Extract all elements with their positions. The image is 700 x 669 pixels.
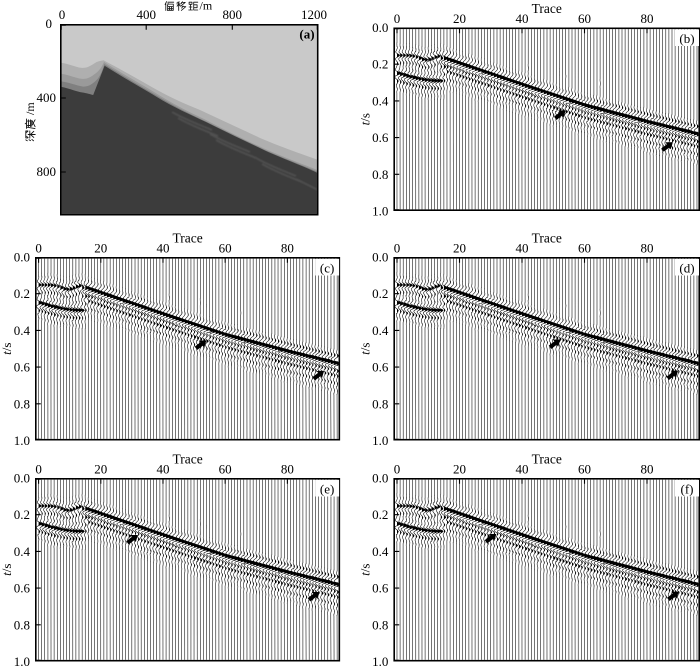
svg-text:0.0: 0.0 — [372, 471, 388, 486]
svg-text:1.0: 1.0 — [14, 433, 30, 448]
svg-text:40: 40 — [156, 462, 169, 477]
svg-text:0.8: 0.8 — [14, 617, 30, 632]
svg-text:(a): (a) — [299, 27, 314, 42]
svg-text:0.6: 0.6 — [372, 360, 389, 375]
svg-text:0: 0 — [394, 462, 401, 477]
svg-text:0.6: 0.6 — [372, 581, 389, 596]
svg-text:0.4: 0.4 — [14, 323, 31, 338]
svg-text:/m: /m — [200, 0, 213, 13]
svg-text:1200: 1200 — [301, 7, 327, 22]
svg-text:20: 20 — [453, 462, 466, 477]
svg-text:0: 0 — [35, 462, 42, 477]
svg-text:t/s: t/s — [357, 564, 372, 576]
svg-text:60: 60 — [219, 241, 232, 256]
svg-text:Trace: Trace — [532, 1, 562, 16]
svg-text:60: 60 — [578, 11, 591, 26]
svg-text:0: 0 — [394, 241, 401, 256]
svg-text:0.2: 0.2 — [372, 507, 388, 522]
svg-text:t/s: t/s — [357, 113, 372, 125]
svg-text:80: 80 — [281, 462, 294, 477]
svg-text:60: 60 — [578, 241, 591, 256]
svg-text:80: 80 — [281, 241, 294, 256]
svg-text:400: 400 — [37, 90, 57, 105]
svg-text:60: 60 — [578, 462, 591, 477]
svg-text:0.0: 0.0 — [14, 250, 30, 265]
svg-text:0: 0 — [35, 241, 42, 256]
svg-text:(c): (c) — [320, 261, 334, 276]
svg-text:/m: /m — [23, 102, 37, 115]
svg-text:0.0: 0.0 — [372, 20, 388, 35]
svg-text:0.4: 0.4 — [14, 544, 31, 559]
svg-text:t/s: t/s — [0, 343, 14, 355]
svg-text:t/s: t/s — [357, 343, 372, 355]
svg-text:40: 40 — [156, 241, 169, 256]
svg-text:0.8: 0.8 — [372, 167, 388, 182]
svg-text:60: 60 — [219, 462, 232, 477]
svg-text:0.0: 0.0 — [372, 250, 388, 265]
svg-text:20: 20 — [94, 462, 107, 477]
svg-text:0.6: 0.6 — [372, 130, 389, 145]
svg-text:0.6: 0.6 — [14, 360, 31, 375]
svg-text:(d): (d) — [679, 261, 694, 276]
svg-text:20: 20 — [94, 241, 107, 256]
svg-text:0: 0 — [394, 11, 401, 26]
svg-text:Trace: Trace — [532, 231, 562, 246]
svg-text:0.4: 0.4 — [372, 93, 389, 108]
svg-text:0.6: 0.6 — [14, 581, 31, 596]
svg-text:80: 80 — [641, 462, 654, 477]
svg-text:0.8: 0.8 — [372, 396, 388, 411]
svg-text:1.0: 1.0 — [372, 654, 388, 669]
svg-text:0.2: 0.2 — [14, 507, 30, 522]
svg-text:0.2: 0.2 — [14, 286, 30, 301]
svg-text:0.2: 0.2 — [372, 286, 388, 301]
svg-text:80: 80 — [641, 11, 654, 26]
svg-text:Trace: Trace — [172, 452, 202, 467]
svg-text:0: 0 — [59, 7, 66, 22]
svg-text:0.8: 0.8 — [372, 617, 388, 632]
svg-text:0: 0 — [46, 16, 53, 31]
svg-text:(e): (e) — [320, 482, 334, 497]
svg-text:0.4: 0.4 — [372, 323, 389, 338]
svg-text:1.0: 1.0 — [372, 433, 388, 448]
svg-text:0.4: 0.4 — [372, 544, 389, 559]
svg-text:800: 800 — [37, 164, 57, 179]
svg-text:80: 80 — [641, 241, 654, 256]
svg-text:800: 800 — [223, 7, 243, 22]
svg-text:t/s: t/s — [0, 564, 14, 576]
svg-text:400: 400 — [136, 7, 156, 22]
svg-text:0.2: 0.2 — [372, 57, 388, 72]
svg-text:(b): (b) — [679, 31, 694, 46]
svg-text:0.0: 0.0 — [14, 471, 30, 486]
svg-text:20: 20 — [453, 241, 466, 256]
svg-text:Trace: Trace — [172, 231, 202, 246]
svg-text:20: 20 — [453, 11, 466, 26]
svg-text:40: 40 — [516, 241, 529, 256]
svg-text:(f): (f) — [681, 482, 694, 497]
svg-text:40: 40 — [516, 11, 529, 26]
svg-text:1.0: 1.0 — [14, 654, 30, 669]
svg-text:40: 40 — [516, 462, 529, 477]
svg-text:0.8: 0.8 — [14, 396, 30, 411]
svg-text:1.0: 1.0 — [372, 204, 388, 219]
svg-text:Trace: Trace — [532, 452, 562, 467]
